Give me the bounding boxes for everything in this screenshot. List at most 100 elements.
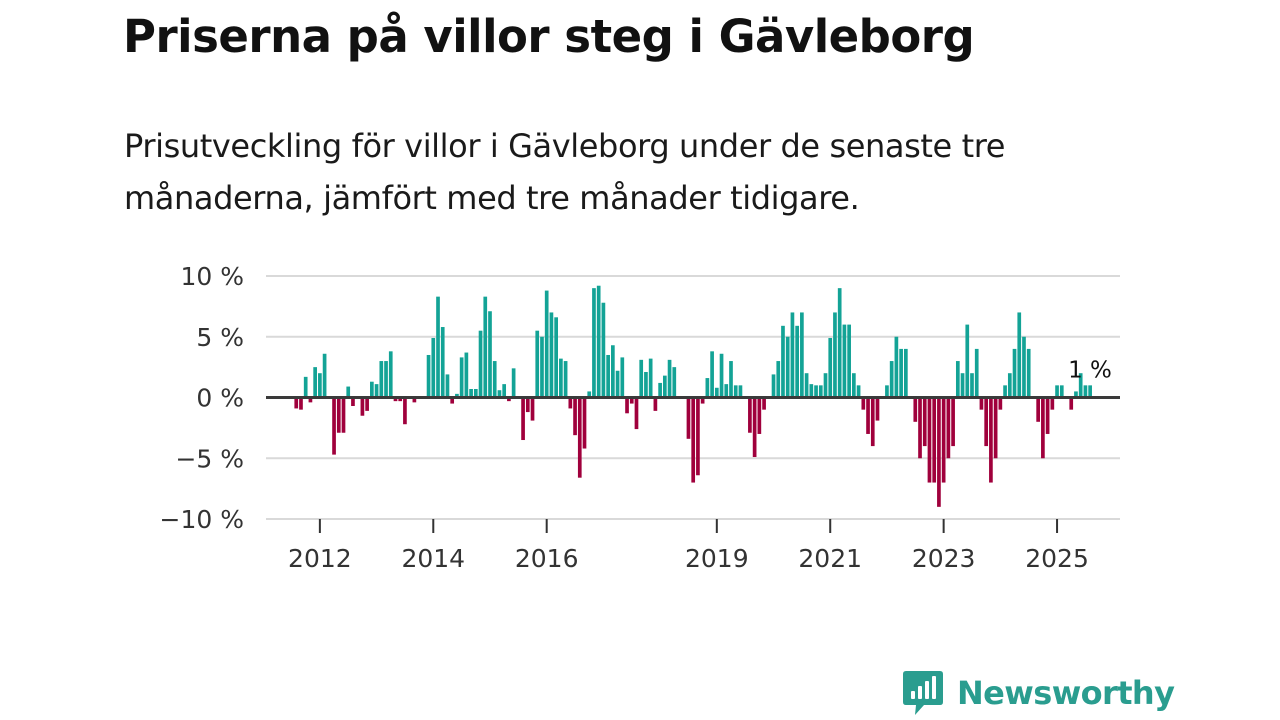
bar xyxy=(341,397,346,433)
bar xyxy=(549,312,554,398)
bar xyxy=(313,367,317,398)
bar xyxy=(393,397,398,402)
bar xyxy=(573,397,577,436)
bars xyxy=(294,285,1092,507)
bar xyxy=(318,373,322,398)
bar xyxy=(445,374,450,398)
bar xyxy=(1055,385,1059,398)
bar xyxy=(719,353,724,398)
bar xyxy=(932,397,937,483)
bar xyxy=(1041,397,1045,459)
bar xyxy=(653,397,658,411)
bar xyxy=(672,367,677,398)
y-axis-labels: 10 % 5 % 0 % −5 % −10 % xyxy=(160,262,244,534)
x-tick-label: 2023 xyxy=(912,544,976,573)
bar xyxy=(332,397,336,455)
bar xyxy=(644,371,648,398)
bar xyxy=(596,285,601,398)
bar xyxy=(582,397,587,449)
bar xyxy=(459,357,464,398)
bar xyxy=(714,387,719,398)
bar xyxy=(752,397,757,458)
bar xyxy=(776,361,781,398)
bar xyxy=(322,353,327,398)
bar xyxy=(771,374,776,398)
bar xyxy=(705,378,710,398)
bar xyxy=(620,357,625,398)
bar xyxy=(450,397,455,404)
bar xyxy=(918,397,922,459)
bar xyxy=(1088,385,1092,398)
bar xyxy=(686,397,691,439)
bar xyxy=(303,376,308,398)
bar xyxy=(455,393,459,398)
bar xyxy=(946,397,951,459)
bar xyxy=(729,361,733,398)
bar xyxy=(388,351,393,398)
bar xyxy=(937,397,941,507)
bar xyxy=(639,359,644,398)
bar xyxy=(606,354,610,398)
bar xyxy=(748,397,752,433)
bar xyxy=(336,397,341,433)
bar xyxy=(1007,373,1012,398)
bar xyxy=(412,397,417,403)
bar xyxy=(785,336,790,398)
bar xyxy=(696,397,700,476)
bar xyxy=(1036,397,1040,422)
newsworthy-logo-icon xyxy=(903,671,943,715)
bar-chart: 10 % 5 % 0 % −5 % −10 % 2012 2014 2016 2019 2021… xyxy=(160,262,1120,573)
bar xyxy=(861,397,866,410)
bar xyxy=(648,358,653,398)
brand-name: Newsworthy xyxy=(957,674,1175,712)
bar xyxy=(601,302,606,398)
bar xyxy=(965,324,970,398)
bar xyxy=(667,359,672,398)
bar xyxy=(1017,312,1022,398)
bar xyxy=(658,382,662,398)
bar xyxy=(913,397,918,422)
y-tick-label: 0 % xyxy=(196,384,244,413)
bar xyxy=(554,317,558,398)
bar xyxy=(559,358,563,398)
bar xyxy=(781,325,785,398)
x-tick-label: 2021 xyxy=(798,544,862,573)
bar xyxy=(625,397,629,414)
bar xyxy=(431,337,436,398)
bar xyxy=(899,348,903,398)
bar xyxy=(889,361,894,398)
bar xyxy=(384,361,388,398)
bar xyxy=(436,296,440,398)
bar xyxy=(592,288,596,398)
x-tick-label: 2014 xyxy=(401,544,465,573)
bar xyxy=(875,397,880,421)
bar xyxy=(979,397,984,410)
bar xyxy=(984,397,989,447)
bar xyxy=(795,325,799,398)
bar xyxy=(540,336,544,398)
bar xyxy=(511,368,516,398)
bar xyxy=(379,361,384,398)
bar xyxy=(488,311,492,398)
chart-subtitle: Prisutveckling för villor i Gävleborg un… xyxy=(124,127,1006,217)
bar xyxy=(611,345,615,398)
bar xyxy=(1045,397,1050,434)
bar xyxy=(818,385,823,398)
bar xyxy=(951,397,955,447)
bar xyxy=(998,397,1003,410)
bar xyxy=(1026,348,1031,398)
bar xyxy=(700,397,705,404)
x-tick-label: 2012 xyxy=(288,544,352,573)
bar xyxy=(440,327,445,398)
bar xyxy=(662,375,667,398)
y-tick-label: 5 % xyxy=(196,323,244,352)
chart-title: Priserna på villor steg i Gävleborg xyxy=(123,10,975,63)
bar xyxy=(374,384,379,398)
brand: Newsworthy xyxy=(902,668,1175,718)
bar xyxy=(464,352,469,398)
bar xyxy=(710,351,714,398)
bar xyxy=(1078,373,1083,398)
bar xyxy=(837,288,842,398)
y-tick-label: 10 % xyxy=(180,262,244,291)
bar xyxy=(478,330,483,398)
